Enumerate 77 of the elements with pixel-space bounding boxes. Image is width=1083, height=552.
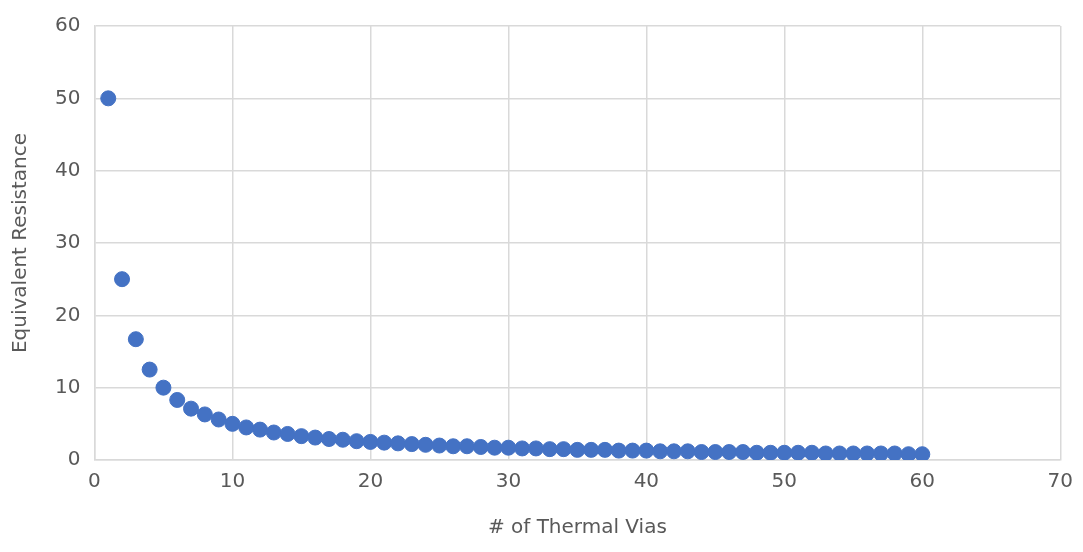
point <box>417 436 434 453</box>
point <box>762 444 779 460</box>
point <box>169 391 186 408</box>
point <box>914 446 931 460</box>
point <box>734 444 751 460</box>
point <box>196 406 213 423</box>
point <box>458 438 475 455</box>
y-axis-title: Equivalent Resistance <box>7 132 32 354</box>
point <box>127 331 144 348</box>
point <box>431 437 448 454</box>
point <box>472 438 489 455</box>
point <box>776 444 793 460</box>
point <box>183 400 200 417</box>
point <box>445 438 462 455</box>
point <box>748 444 765 460</box>
point <box>859 445 876 460</box>
point <box>362 433 379 450</box>
point <box>886 445 903 460</box>
point <box>238 419 255 436</box>
point <box>665 443 682 460</box>
point <box>348 433 365 450</box>
x-tick-label: 50 <box>771 468 798 493</box>
point <box>141 361 158 378</box>
point <box>900 446 917 460</box>
point <box>224 415 241 432</box>
point <box>803 444 820 460</box>
point <box>624 442 641 459</box>
point <box>486 439 503 456</box>
point <box>596 441 613 458</box>
y-tick-label: 60 <box>55 12 81 37</box>
point <box>210 411 227 428</box>
point <box>707 444 724 460</box>
point <box>610 442 627 459</box>
x-tick-label: 20 <box>357 468 384 493</box>
point <box>817 445 834 460</box>
point <box>114 271 131 288</box>
point <box>872 445 889 460</box>
point <box>638 442 655 459</box>
point <box>403 436 420 453</box>
x-tick-label: 0 <box>88 468 101 493</box>
y-tick-label: 20 <box>55 301 81 326</box>
point <box>652 443 669 460</box>
point <box>293 428 310 445</box>
point <box>252 421 269 438</box>
point <box>265 424 282 441</box>
x-tick-label: 60 <box>909 468 936 493</box>
x-tick-label: 40 <box>633 468 660 493</box>
point <box>100 90 117 107</box>
x-tick-label: 10 <box>219 468 246 493</box>
point <box>390 435 406 452</box>
y-tick-label: 40 <box>55 156 81 181</box>
x-axis-title: # of Thermal Vias <box>487 514 667 539</box>
point <box>376 434 393 451</box>
y-tick-label: 30 <box>55 229 81 254</box>
point <box>527 440 544 457</box>
point <box>334 431 351 448</box>
point <box>679 443 696 460</box>
point <box>321 431 338 448</box>
point <box>555 441 572 458</box>
point <box>500 439 517 456</box>
point <box>583 441 600 458</box>
point <box>831 445 848 460</box>
point <box>541 441 558 458</box>
y-tick-label: 10 <box>55 373 81 398</box>
point <box>514 440 531 457</box>
point <box>279 425 296 442</box>
point <box>721 444 738 460</box>
point <box>155 379 172 396</box>
x-tick-label: 30 <box>495 468 522 493</box>
point <box>790 444 807 460</box>
point <box>845 445 862 460</box>
x-tick-label: 70 <box>1047 468 1073 493</box>
y-tick-label: 0 <box>67 446 81 471</box>
point <box>307 429 324 446</box>
y-tick-label: 50 <box>55 84 81 109</box>
point <box>569 441 586 458</box>
point <box>693 444 710 460</box>
